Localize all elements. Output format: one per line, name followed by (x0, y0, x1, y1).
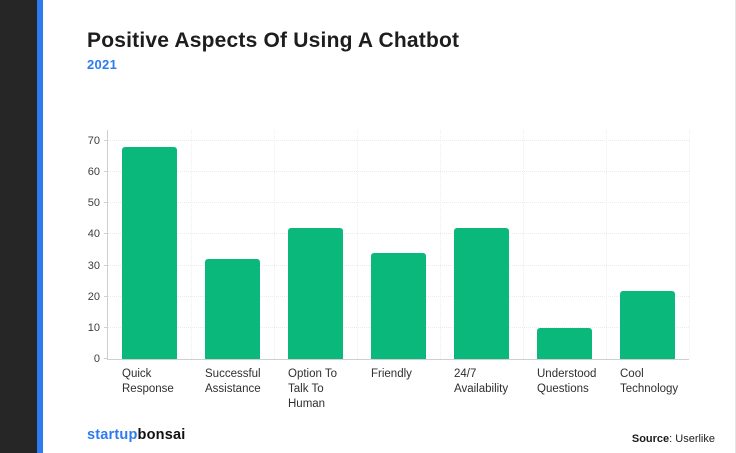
x-axis-label: Friendly (371, 368, 412, 380)
x-gridline (357, 130, 358, 359)
y-gridline (108, 140, 689, 141)
y-tick-mark (104, 264, 108, 266)
x-axis-label: Quick Response (122, 368, 174, 395)
source-note: Source: Userlike (632, 433, 715, 445)
bar-understood-questions (537, 327, 592, 359)
y-tick-mark (104, 140, 108, 141)
bar-successful-assistance (205, 259, 260, 359)
y-axis-tick-label: 70 (87, 135, 100, 147)
y-tick-mark (104, 358, 108, 359)
bar-friendly (371, 253, 426, 359)
y-gridline (108, 171, 689, 173)
y-gridline (108, 202, 689, 204)
bar-quick-response (122, 147, 177, 359)
bar-chart-plot-area: 0 10 20 30 40 50 60 70 Quick Response Successful … (88, 130, 690, 410)
x-gridline (440, 130, 441, 359)
logo-bonsai: bonsai (137, 427, 186, 443)
x-gridline (523, 130, 524, 359)
x-axis-label: Option To Talk To Human (288, 368, 338, 410)
y-gridline (108, 233, 689, 235)
x-axis-label: 24/7 Availability (454, 368, 509, 395)
y-axis-tick-label: 30 (87, 259, 100, 272)
blue-accent-line (37, 0, 43, 453)
bar-24-7-availability (454, 228, 509, 359)
y-axis-tick-label: 0 (93, 353, 100, 365)
y-axis-tick-label: 10 (87, 321, 100, 334)
bar-option-to-talk-to-human (288, 228, 343, 359)
x-gridline (191, 130, 192, 359)
y-tick-mark (104, 202, 108, 204)
source-label: Source (631, 433, 670, 445)
y-tick-mark (104, 233, 108, 235)
x-gridline (274, 130, 275, 359)
y-tick-mark (104, 326, 108, 328)
y-axis-tick-label: 40 (87, 228, 100, 241)
left-sidebar-strip (0, 0, 37, 453)
y-axis-tick-label: 50 (87, 197, 100, 210)
x-axis-label: Cool Technology (620, 368, 679, 395)
x-axis-label: Understood Questions (537, 368, 597, 395)
y-axis-tick-label: 60 (87, 166, 100, 179)
bar-cool-technology (620, 290, 675, 359)
chart-subtitle-year: 2021 (87, 57, 118, 72)
source-value: : Userlike (669, 433, 715, 445)
logo-startup: startup (87, 427, 138, 443)
x-gridline (689, 130, 690, 359)
brand-logo: startupbonsai (87, 427, 185, 443)
x-gridline (606, 130, 607, 359)
y-tick-mark (104, 171, 108, 173)
page-title: Positive Aspects Of Using A Chatbot (87, 29, 460, 52)
x-axis-label: Successful Assistance (205, 368, 261, 395)
y-axis-tick-label: 20 (87, 290, 100, 303)
y-tick-mark (104, 295, 108, 297)
